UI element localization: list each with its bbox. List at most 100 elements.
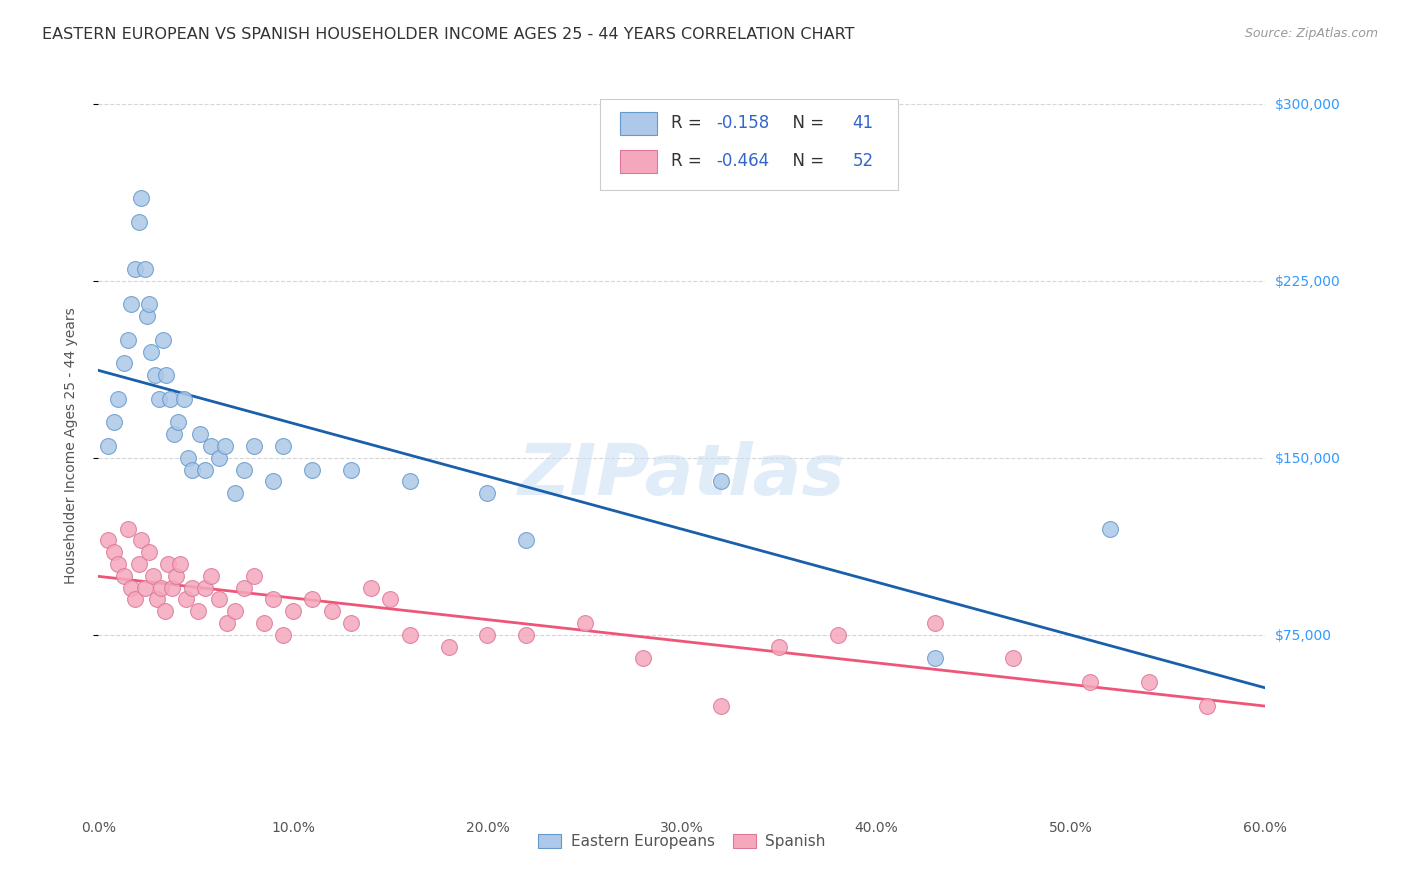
Point [149,581,172,595]
Point [97,533,120,548]
Point [233,462,256,476]
Point [271,628,294,642]
Point [398,475,420,489]
Text: 41: 41 [852,114,873,132]
Point [128,557,150,571]
Point [128,215,150,229]
Point [194,581,217,595]
Point [167,416,190,430]
Text: N =: N = [782,153,830,170]
Point [301,592,323,607]
Point [1080,675,1102,690]
Point [200,439,222,453]
Point [124,592,146,607]
Point [243,439,266,453]
Point [112,356,135,370]
Point [153,604,176,618]
Point [194,462,217,476]
Point [214,439,236,453]
Point [143,368,166,383]
Text: R =: R = [672,114,707,132]
Point [180,462,202,476]
Point [515,533,537,548]
Point [162,581,184,595]
Point [281,604,304,618]
Text: R =: R = [672,153,707,170]
Point [215,615,238,630]
Point [437,640,460,654]
Point [243,568,266,582]
FancyBboxPatch shape [620,150,658,173]
Point [208,592,231,607]
Point [159,392,181,406]
Text: -0.464: -0.464 [716,153,769,170]
Point [233,581,256,595]
Point [398,628,420,642]
Point [117,333,139,347]
Point [152,333,174,347]
Point [321,604,343,618]
Text: -0.158: -0.158 [716,114,769,132]
Point [208,450,231,465]
Point [124,262,146,277]
Point [301,462,323,476]
Point [477,628,499,642]
Point [112,568,135,582]
Point [262,475,284,489]
Point [710,698,733,713]
Point [121,581,143,595]
Point [924,651,946,665]
Point [262,592,284,607]
Point [139,344,162,359]
Point [1137,675,1160,690]
Point [253,615,276,630]
Point [148,392,170,406]
Text: 52: 52 [852,153,873,170]
Point [360,581,382,595]
Point [138,297,160,311]
Point [173,392,195,406]
Point [1195,698,1218,713]
Point [165,568,187,582]
Text: N =: N = [782,114,830,132]
Point [380,592,402,607]
Point [271,439,294,453]
Point [146,592,169,607]
Point [129,191,152,205]
Point [138,545,160,559]
Point [340,615,363,630]
Point [163,427,186,442]
Point [134,262,156,277]
Point [169,557,191,571]
Point [136,310,159,324]
FancyBboxPatch shape [620,112,658,136]
FancyBboxPatch shape [600,99,898,190]
Point [200,568,222,582]
Point [103,416,125,430]
Point [157,557,180,571]
Point [121,297,143,311]
Point [97,439,120,453]
Point [103,545,125,559]
Point [188,427,211,442]
Point [710,475,733,489]
Point [224,604,246,618]
Text: EASTERN EUROPEAN VS SPANISH HOUSEHOLDER INCOME AGES 25 - 44 YEARS CORRELATION CH: EASTERN EUROPEAN VS SPANISH HOUSEHOLDER … [42,27,855,42]
Point [129,533,152,548]
Point [574,615,596,630]
Point [515,628,537,642]
Point [107,557,129,571]
Point [107,392,129,406]
Point [924,615,946,630]
Point [134,581,156,595]
Point [142,568,165,582]
Point [155,368,177,383]
Point [477,486,499,500]
Point [827,628,849,642]
Text: Source: ZipAtlas.com: Source: ZipAtlas.com [1244,27,1378,40]
Point [631,651,654,665]
Point [1001,651,1024,665]
Point [187,604,209,618]
Point [224,486,246,500]
Text: ZIPatlas: ZIPatlas [519,441,845,509]
